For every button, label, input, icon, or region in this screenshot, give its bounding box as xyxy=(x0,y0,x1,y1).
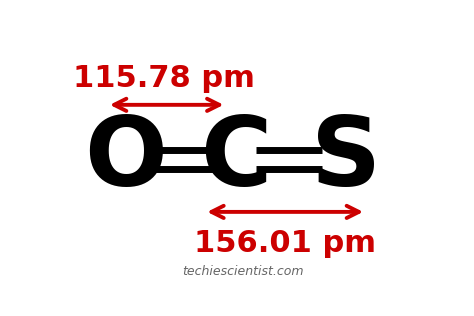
Text: 115.78 pm: 115.78 pm xyxy=(73,64,255,93)
Text: S: S xyxy=(311,113,381,206)
Text: O: O xyxy=(84,113,167,206)
Text: 156.01 pm: 156.01 pm xyxy=(194,229,376,258)
Text: C: C xyxy=(200,113,271,206)
Text: techiescientist.com: techiescientist.com xyxy=(182,265,304,278)
